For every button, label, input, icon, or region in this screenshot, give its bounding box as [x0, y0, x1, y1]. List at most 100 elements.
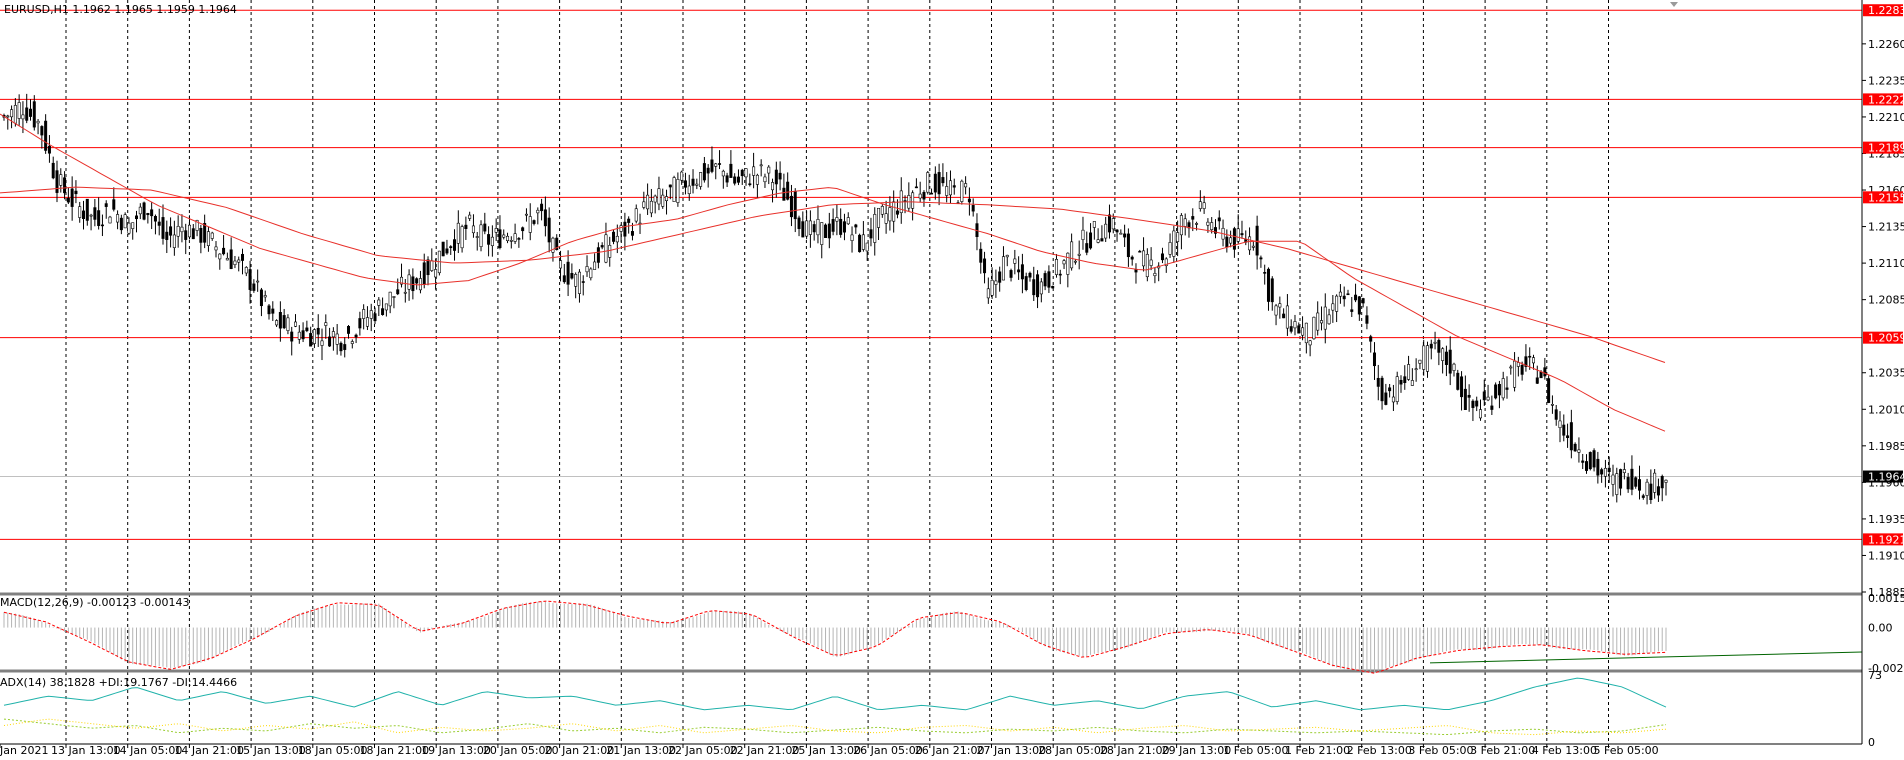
- macd-panel[interactable]: [0, 600, 1863, 674]
- candle-body: [1164, 258, 1168, 267]
- candle-body: [596, 247, 600, 263]
- candle-body: [672, 177, 676, 202]
- candle-body: [456, 222, 460, 244]
- candle-body: [426, 259, 430, 276]
- time-label: 22 Jan 05:00: [668, 744, 738, 757]
- candle-body: [1611, 474, 1615, 485]
- candle-body: [608, 245, 612, 258]
- candle-body: [1660, 476, 1664, 489]
- candle-body: [487, 234, 491, 245]
- candle-body: [1543, 367, 1547, 377]
- candle-body: [895, 210, 899, 215]
- candle-body: [892, 201, 896, 222]
- candle-body: [1600, 469, 1604, 475]
- candle-body: [824, 224, 828, 238]
- candle-body: [339, 342, 343, 352]
- candle-body: [1365, 315, 1369, 324]
- price-tick-label: 1.2260: [1868, 38, 1904, 51]
- candle-body: [691, 178, 695, 186]
- candle-body: [381, 308, 385, 316]
- candle-body: [1550, 404, 1554, 406]
- candle-body: [1009, 270, 1013, 278]
- candle-body: [233, 260, 237, 265]
- candle-body: [89, 214, 93, 217]
- candle-body: [1289, 326, 1293, 332]
- candle-body: [1452, 363, 1456, 371]
- candle-body: [82, 210, 86, 219]
- candle-body: [172, 234, 176, 248]
- candle-body: [585, 266, 589, 273]
- scroll-shift-marker-icon[interactable]: [1670, 2, 1678, 7]
- candle-body: [1622, 469, 1626, 474]
- candle-body: [1032, 279, 1036, 296]
- candle-body: [1104, 223, 1108, 239]
- candle-body: [369, 310, 373, 319]
- candle-body: [767, 166, 771, 174]
- candle-body: [282, 315, 286, 329]
- candle-body: [1308, 340, 1312, 346]
- candle-body: [668, 184, 672, 188]
- candle-body: [555, 237, 559, 250]
- candle-body: [104, 203, 108, 207]
- time-label: 20 Jan 21:00: [545, 744, 615, 757]
- candle-body: [793, 191, 797, 220]
- time-label: 2 Feb 13:00: [1347, 744, 1412, 757]
- candle-body: [441, 241, 445, 257]
- candle-body: [665, 196, 669, 202]
- candle-body: [365, 317, 369, 327]
- candle-body: [926, 172, 930, 193]
- candle-body: [1236, 228, 1240, 242]
- candle-body: [449, 246, 453, 249]
- candle-body: [1130, 256, 1134, 260]
- price-panel[interactable]: [0, 9, 1862, 596]
- candle-body: [199, 227, 203, 243]
- candle-body: [778, 172, 782, 180]
- candle-body: [403, 291, 407, 294]
- candle-body: [612, 231, 616, 242]
- candle-body: [627, 218, 631, 223]
- candle-body: [752, 166, 756, 176]
- candle-body: [1607, 467, 1611, 472]
- candle-body: [979, 248, 983, 263]
- time-label: 28 Jan 05:00: [1038, 744, 1108, 757]
- candle-body: [1115, 229, 1119, 233]
- candle-body: [347, 326, 351, 334]
- candle-body: [1414, 368, 1418, 371]
- candle-body: [933, 173, 937, 193]
- candle-body: [1092, 221, 1096, 228]
- adx-panel[interactable]: [3, 677, 1667, 736]
- candle-body: [422, 262, 426, 285]
- candle-body: [1206, 221, 1210, 226]
- candle-body: [873, 214, 877, 243]
- candle-body: [960, 180, 964, 202]
- candle-body: [888, 207, 892, 222]
- candle-body: [1123, 233, 1127, 238]
- candle-body: [1251, 245, 1255, 248]
- candle-body: [850, 234, 854, 241]
- candle-body: [1372, 352, 1376, 367]
- candle-body: [294, 321, 298, 327]
- candle-body: [1516, 362, 1520, 367]
- candle-body: [78, 206, 82, 218]
- candle-body: [827, 223, 831, 239]
- candle-body: [1081, 229, 1085, 240]
- candle-body: [411, 276, 415, 292]
- candle-body: [1539, 371, 1543, 379]
- candle-body: [1039, 281, 1043, 295]
- candle-body: [66, 197, 70, 203]
- candle-body: [275, 320, 279, 326]
- candle-body: [702, 163, 706, 181]
- candle-body: [1494, 384, 1498, 399]
- price-level-tag: [1863, 533, 1903, 546]
- time-label: 26 Jan 05:00: [853, 744, 923, 757]
- candle-body: [1259, 257, 1263, 260]
- time-label: 20 Jan 05:00: [483, 744, 553, 757]
- candle-body: [1524, 356, 1528, 367]
- candle-body: [759, 164, 763, 167]
- candle-body: [1077, 253, 1081, 256]
- candle-body: [1528, 355, 1532, 358]
- candle-body: [195, 220, 199, 231]
- candle-body: [1418, 359, 1422, 364]
